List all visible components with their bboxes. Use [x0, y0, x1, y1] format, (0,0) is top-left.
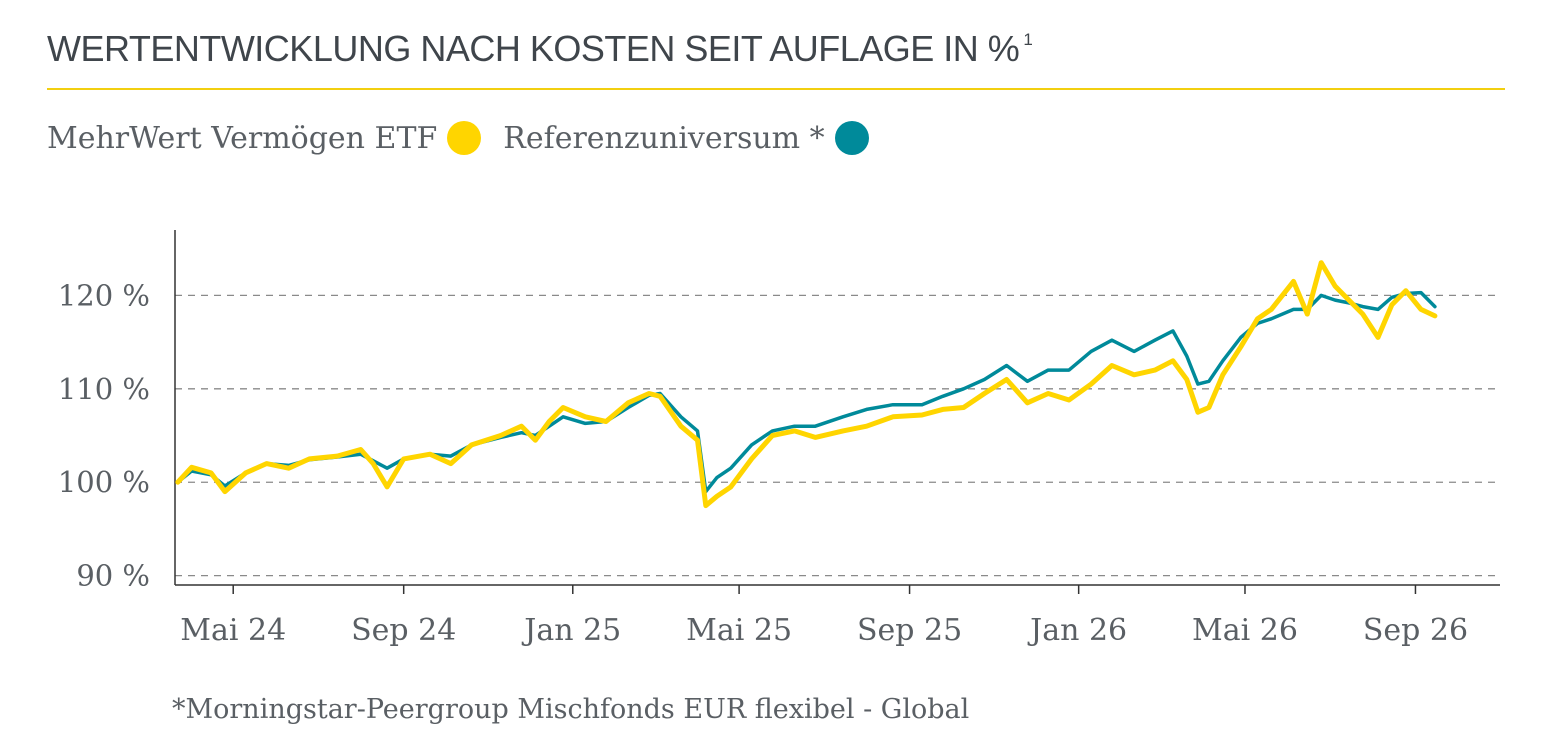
title-footnote-mark: 1	[1023, 30, 1033, 49]
legend-swatch-reference	[834, 121, 869, 155]
y-tick-label: 120 %	[58, 278, 150, 312]
legend-label-reference: Referenzuniversum *	[503, 120, 825, 156]
x-tick-label: Mai 25	[686, 613, 792, 648]
series-line-reference	[176, 290, 1437, 494]
x-tick-label: Mai 24	[180, 613, 286, 648]
x-tick-label: Sep 26	[1363, 613, 1468, 648]
title-divider	[47, 88, 1505, 90]
legend-label-fund: MehrWert Vermögen ETF	[47, 120, 438, 156]
chart-legend: MehrWert Vermögen ETF Referenzuniversum …	[47, 116, 891, 160]
y-tick-label: 90 %	[76, 559, 150, 593]
footnote: *Morningstar-Peergroup Mischfonds EUR fl…	[172, 694, 970, 725]
series-line-fund	[175, 260, 1438, 509]
x-tick-label: Jan 25	[521, 613, 621, 648]
x-tick-label: Sep 24	[351, 613, 456, 648]
legend-swatch-fund	[447, 121, 482, 155]
x-tick-label: Sep 25	[857, 613, 962, 648]
chart-title-text: WERTENTWICKLUNG NACH KOSTEN SEIT AUFLAGE…	[47, 28, 1020, 69]
legend-item-fund: MehrWert Vermögen ETF	[47, 120, 482, 156]
y-tick-label: 110 %	[58, 372, 150, 406]
chart-title: WERTENTWICKLUNG NACH KOSTEN SEIT AUFLAGE…	[47, 28, 1033, 70]
y-tick-label: 100 %	[58, 465, 150, 499]
x-tick-label: Mai 26	[1192, 613, 1298, 648]
legend-item-reference: Referenzuniversum *	[503, 120, 869, 156]
x-tick-label: Jan 26	[1027, 613, 1127, 648]
